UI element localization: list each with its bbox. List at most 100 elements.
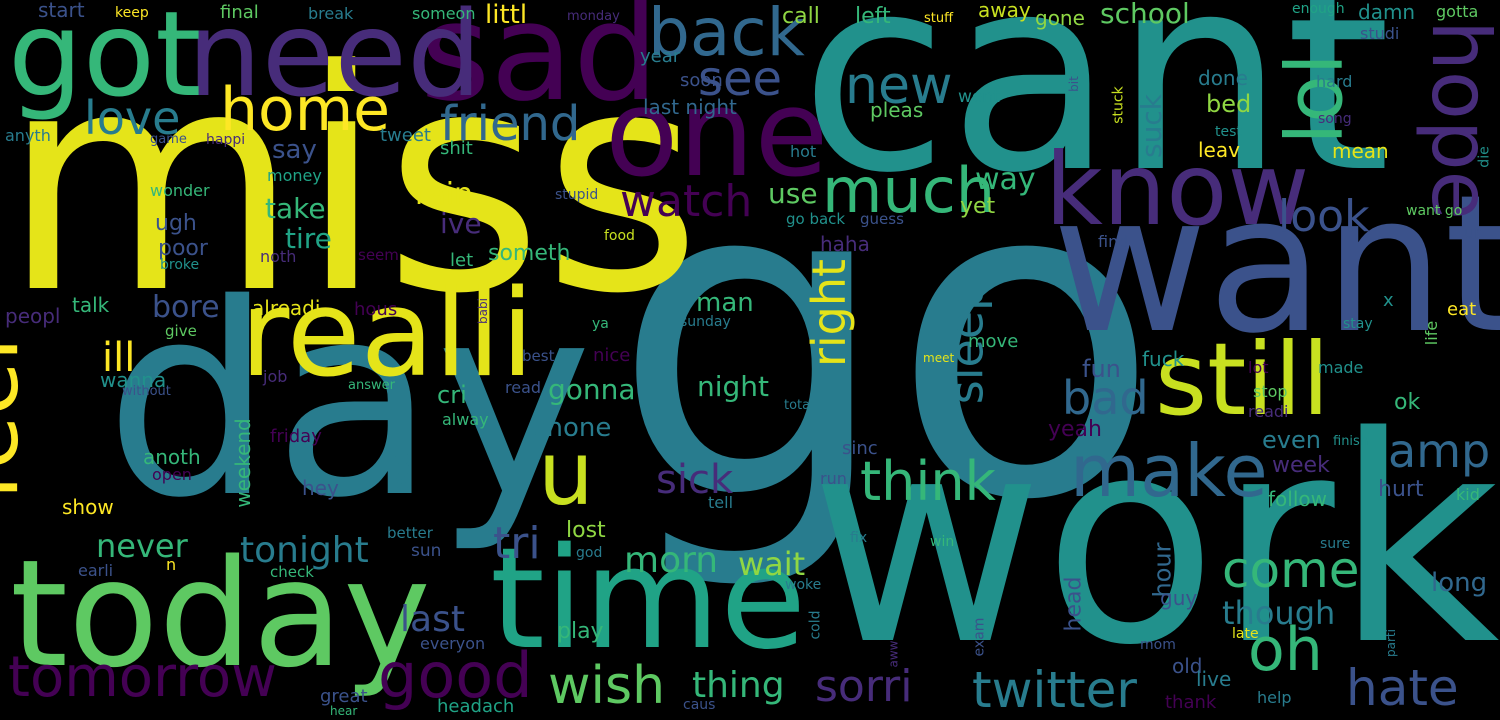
- word-come: come: [1222, 541, 1360, 599]
- word-go: go: [612, 84, 1161, 596]
- word-sunday: sunday: [680, 314, 731, 330]
- word-cri: cri: [437, 381, 467, 409]
- word-anyth: anyth: [5, 126, 51, 145]
- word-answer: answer: [348, 378, 395, 393]
- word-alreadi: alreadi: [252, 296, 321, 320]
- word-mom: mom: [1140, 637, 1176, 653]
- word-time: time: [490, 518, 807, 681]
- word-even: even: [1262, 426, 1321, 454]
- word-tri: tri: [493, 518, 541, 569]
- word-thank: thank: [1165, 692, 1217, 713]
- word-monday: monday: [567, 9, 620, 24]
- word-seem: seem: [358, 246, 399, 264]
- word-long: long: [1431, 568, 1488, 598]
- word-someth: someth: [488, 241, 571, 266]
- word-wish: wish: [548, 656, 666, 716]
- word-home: home: [220, 75, 391, 145]
- word-hey: hey: [302, 476, 339, 500]
- word-guess: guess: [860, 210, 904, 228]
- word-soon: soon: [680, 70, 723, 91]
- word-think: think: [860, 450, 996, 513]
- word-friend: friend: [440, 96, 581, 152]
- word-hurt: hurt: [1378, 477, 1424, 502]
- word-make: make: [1070, 429, 1268, 513]
- word-much: much: [822, 154, 996, 227]
- word-hard: hard: [1316, 72, 1353, 91]
- word-damn: damn: [1358, 0, 1416, 24]
- word-ugh: ugh: [155, 211, 197, 236]
- word-well: well: [383, 436, 417, 492]
- word-head: head: [1061, 576, 1087, 632]
- word-oh: oh: [1248, 615, 1323, 685]
- word-thing: thing: [692, 665, 785, 706]
- word-headach: headach: [437, 696, 515, 717]
- word-haha: haha: [820, 232, 870, 256]
- word-stuff: stuff: [924, 11, 954, 26]
- word-total: total: [784, 398, 814, 413]
- word-bad: bad: [1062, 371, 1149, 425]
- word-talk: talk: [72, 293, 110, 317]
- word-life: life: [1422, 320, 1442, 346]
- word-new: new: [845, 56, 953, 116]
- word-bed: bed: [1206, 90, 1252, 118]
- word-keep: keep: [115, 5, 149, 21]
- word-nice: nice: [593, 345, 631, 366]
- word-break: break: [308, 4, 354, 23]
- word-call: call: [782, 4, 820, 29]
- word-friday: friday: [270, 426, 322, 447]
- word-hous: hous: [354, 299, 398, 320]
- word-enough: enough: [1292, 1, 1345, 17]
- word-day: day: [105, 248, 593, 556]
- word-way: way: [975, 162, 1036, 197]
- word-phone: phone: [530, 413, 612, 443]
- word-yet: yet: [960, 194, 996, 219]
- word-watch: watch: [620, 176, 753, 227]
- word-tire: tire: [285, 222, 332, 255]
- word-use: use: [768, 177, 818, 210]
- word-sad: sad: [420, 0, 659, 131]
- word-sorri: sorri: [815, 661, 913, 712]
- word-need: need: [187, 0, 482, 123]
- word-suck: suck: [1134, 94, 1168, 158]
- word-take: take: [265, 192, 326, 225]
- word-stay: stay: [1343, 316, 1373, 332]
- word-hot: hot: [790, 142, 817, 161]
- word-know: know: [1045, 131, 1310, 248]
- word-mean: mean: [1332, 139, 1389, 163]
- word-ur: ur: [1464, 223, 1481, 242]
- word-late: late: [1232, 626, 1259, 642]
- word-leav: leav: [1198, 138, 1240, 162]
- word-hope: hope: [1413, 20, 1500, 220]
- word-eat: eat: [1447, 299, 1477, 320]
- word-stupid: stupid: [555, 187, 599, 203]
- word-show: show: [62, 495, 114, 519]
- word-want: want: [1052, 154, 1500, 375]
- word-god: god: [576, 545, 603, 561]
- word-bit: bit: [1066, 76, 1081, 92]
- word-test: test: [1215, 124, 1242, 140]
- word-n: n: [166, 555, 177, 574]
- word-tomorrow: tomorrow: [8, 645, 277, 710]
- word-week: week: [1272, 453, 1330, 478]
- word-without: without: [122, 384, 171, 399]
- word-tell: tell: [708, 493, 734, 512]
- word-littl: littl: [485, 0, 528, 30]
- word-earli: earli: [78, 561, 114, 580]
- word-away: away: [978, 0, 1031, 22]
- word-sick: sick: [656, 457, 734, 503]
- word-fun: fun: [1082, 355, 1121, 383]
- word-start: start: [38, 0, 85, 22]
- word-readi: readi: [1248, 402, 1289, 421]
- word-stop: stop: [1253, 382, 1288, 401]
- word-say: say: [272, 135, 317, 165]
- word-anoth: anoth: [143, 445, 201, 469]
- word-bore: bore: [152, 290, 220, 325]
- word-x: x: [1383, 290, 1394, 311]
- word-tweet: tweet: [380, 125, 431, 146]
- word-cant: cant: [800, 0, 1391, 232]
- word-man: man: [696, 288, 754, 318]
- word-give: give: [165, 322, 197, 340]
- word-gotta: gotta: [1436, 2, 1479, 21]
- word-look: look: [1278, 191, 1370, 242]
- word-today: today: [10, 528, 431, 700]
